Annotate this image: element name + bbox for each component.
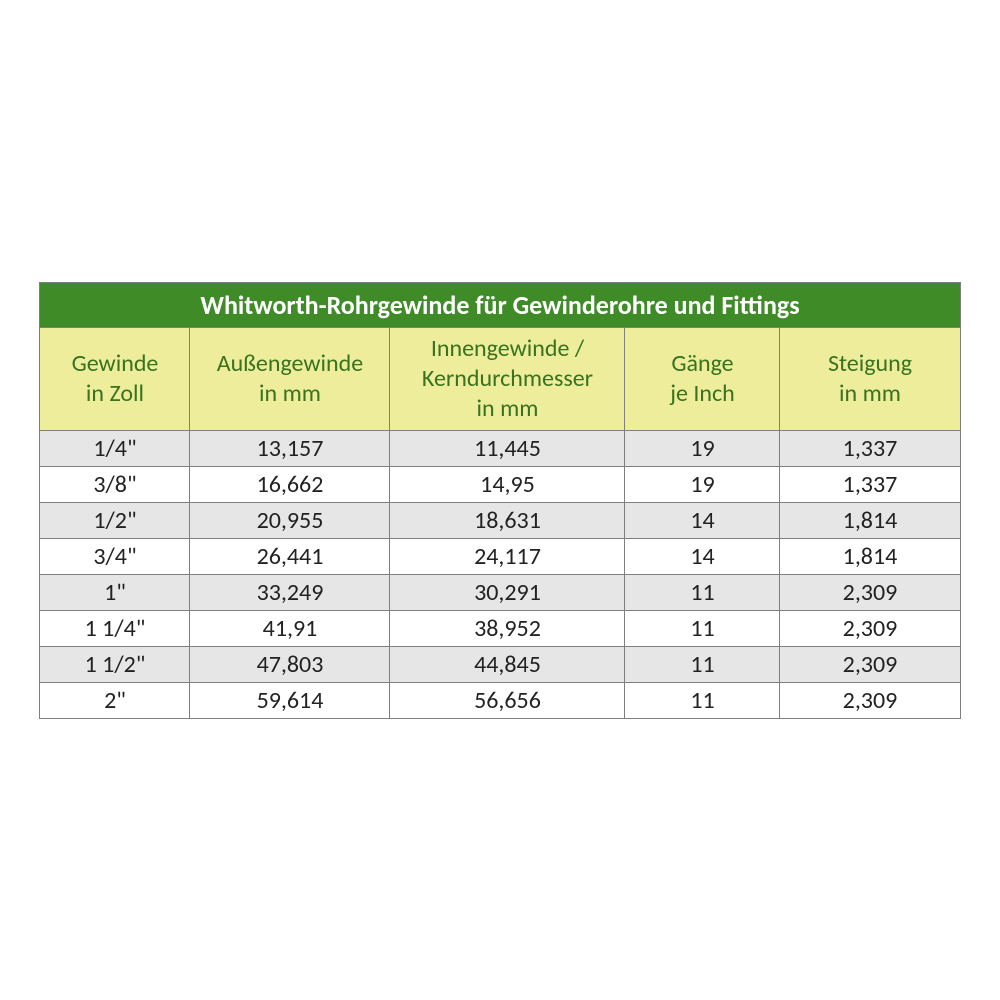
- header-text: Gänge: [671, 349, 733, 378]
- col-header-gewinde: Gewinde in Zoll: [40, 327, 190, 430]
- table-row: 1" 33,249 30,291 11 2,309: [40, 574, 960, 610]
- cell: 2,309: [780, 574, 960, 610]
- cell: 1 1/2": [40, 646, 190, 682]
- cell: 2,309: [780, 610, 960, 646]
- header-text: in mm: [259, 379, 321, 408]
- cell: 20,955: [190, 502, 390, 538]
- cell: 1/4": [40, 430, 190, 466]
- cell: 14: [625, 538, 780, 574]
- cell: 38,952: [390, 610, 625, 646]
- cell: 3/4": [40, 538, 190, 574]
- cell: 1,337: [780, 430, 960, 466]
- header-text: Innengewinde /: [431, 334, 584, 363]
- cell: 2": [40, 682, 190, 718]
- cell: 16,662: [190, 466, 390, 502]
- table-title: Whitworth-Rohrgewinde für Gewinderohre u…: [40, 282, 960, 327]
- cell: 14,95: [390, 466, 625, 502]
- header-text: je Inch: [670, 379, 735, 408]
- cell: 1,337: [780, 466, 960, 502]
- header-text: Kerndurchmesser: [422, 364, 593, 393]
- cell: 44,845: [390, 646, 625, 682]
- cell: 3/8": [40, 466, 190, 502]
- cell: 59,614: [190, 682, 390, 718]
- cell: 26,441: [190, 538, 390, 574]
- table-row: 1/4" 13,157 11,445 19 1,337: [40, 430, 960, 466]
- header-text: in Zoll: [86, 379, 144, 408]
- col-header-steigung: Steigung in mm: [780, 327, 960, 430]
- header-text: in mm: [477, 394, 539, 423]
- table-row: 2" 59,614 56,656 11 2,309: [40, 682, 960, 718]
- cell: 19: [625, 466, 780, 502]
- table-title-row: Whitworth-Rohrgewinde für Gewinderohre u…: [40, 282, 960, 327]
- cell: 47,803: [190, 646, 390, 682]
- header-text: Steigung: [828, 349, 912, 378]
- cell: 1,814: [780, 502, 960, 538]
- cell: 14: [625, 502, 780, 538]
- cell: 41,91: [190, 610, 390, 646]
- cell: 2,309: [780, 682, 960, 718]
- table-row: 3/4" 26,441 24,117 14 1,814: [40, 538, 960, 574]
- cell: 11: [625, 682, 780, 718]
- whitworth-table: Whitworth-Rohrgewinde für Gewinderohre u…: [39, 282, 960, 719]
- col-header-innen: Innengewinde / Kerndurchmesser in mm: [390, 327, 625, 430]
- cell: 1/2": [40, 502, 190, 538]
- cell: 33,249: [190, 574, 390, 610]
- cell: 1": [40, 574, 190, 610]
- header-text: Gewinde: [72, 349, 159, 378]
- cell: 1 1/4": [40, 610, 190, 646]
- table-row: 1 1/2" 47,803 44,845 11 2,309: [40, 646, 960, 682]
- header-text: Außengewinde: [217, 349, 363, 378]
- cell: 2,309: [780, 646, 960, 682]
- cell: 11,445: [390, 430, 625, 466]
- table-row: 1 1/4" 41,91 38,952 11 2,309: [40, 610, 960, 646]
- cell: 11: [625, 574, 780, 610]
- col-header-gaenge: Gänge je Inch: [625, 327, 780, 430]
- cell: 19: [625, 430, 780, 466]
- table-row: 1/2" 20,955 18,631 14 1,814: [40, 502, 960, 538]
- cell: 13,157: [190, 430, 390, 466]
- table-row: 3/8" 16,662 14,95 19 1,337: [40, 466, 960, 502]
- cell: 1,814: [780, 538, 960, 574]
- col-header-aussen: Außengewinde in mm: [190, 327, 390, 430]
- cell: 11: [625, 646, 780, 682]
- cell: 11: [625, 610, 780, 646]
- cell: 18,631: [390, 502, 625, 538]
- table-header-row: Gewinde in Zoll Außengewinde in mm Innen…: [40, 327, 960, 430]
- cell: 56,656: [390, 682, 625, 718]
- header-text: in mm: [839, 379, 901, 408]
- cell: 24,117: [390, 538, 625, 574]
- cell: 30,291: [390, 574, 625, 610]
